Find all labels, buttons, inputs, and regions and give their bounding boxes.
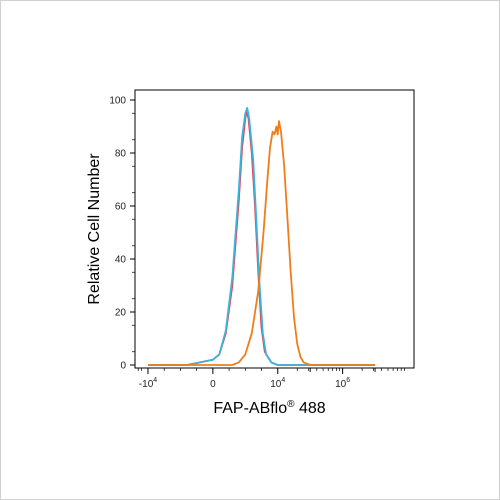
x-tick-label-base: 10 xyxy=(335,379,347,390)
x-axis-label-sup: ® xyxy=(287,399,295,410)
x-axis-label-suffix: 488 xyxy=(295,400,326,417)
x-tick-label-base: -10 xyxy=(139,379,154,390)
y-tick-label: 60 xyxy=(115,202,127,213)
x-axis-label: FAP-ABflo® 488 xyxy=(213,399,325,417)
x-tick-label-exp: 6 xyxy=(346,377,350,384)
series-line-3 xyxy=(148,120,376,366)
y-tick-label: 0 xyxy=(120,361,126,372)
x-tick-label-exp: 4 xyxy=(153,377,157,384)
x-axis-label-main: FAP-ABflo xyxy=(213,400,287,417)
y-tick-label: 80 xyxy=(115,149,127,160)
x-tick-label: 0 xyxy=(210,379,216,390)
x-tick-label-base: 10 xyxy=(270,379,282,390)
y-axis-label: Relative Cell Number xyxy=(86,153,103,305)
x-tick-label-exp: 4 xyxy=(281,377,285,384)
y-tick-label: 20 xyxy=(115,308,127,319)
x-tick-label: 106 xyxy=(335,377,350,390)
x-tick-label: -104 xyxy=(139,377,157,390)
y-tick-label: 40 xyxy=(115,255,127,266)
y-tick-label: 100 xyxy=(109,96,126,107)
x-axis: -104 0 104 106 xyxy=(137,368,405,390)
x-tick-label: 104 xyxy=(270,377,285,390)
series-layer xyxy=(148,107,376,366)
x-tick-label-base: 0 xyxy=(210,379,216,390)
series-line-2 xyxy=(148,107,376,366)
y-axis: 0 20 40 60 80 100 xyxy=(109,96,135,372)
plot-area xyxy=(134,89,415,369)
